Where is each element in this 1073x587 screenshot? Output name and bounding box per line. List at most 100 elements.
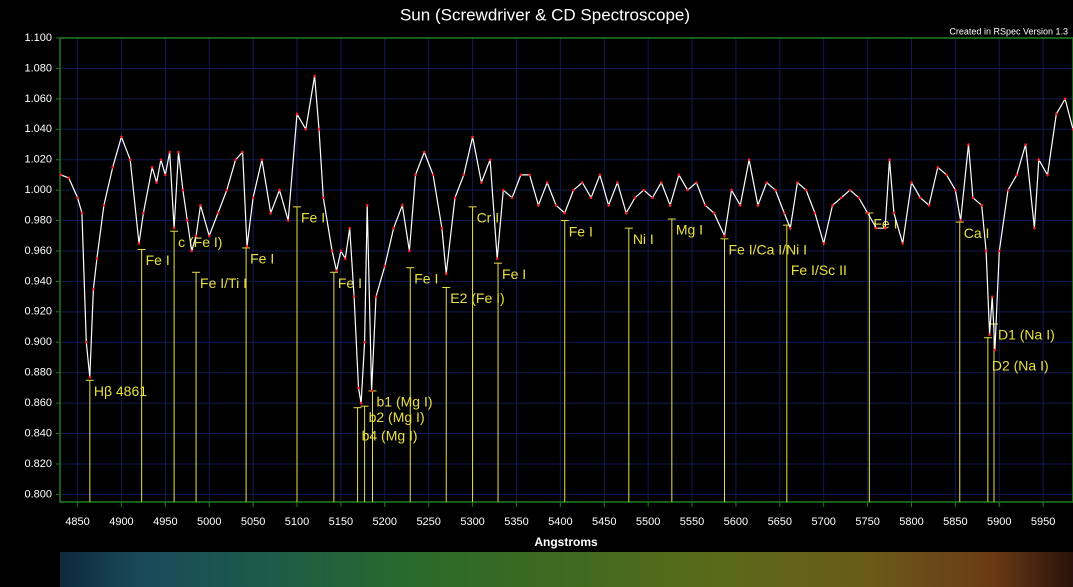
data-point xyxy=(747,158,751,162)
x-tick-label: 5750 xyxy=(855,516,879,528)
y-tick-label: 0.980 xyxy=(24,214,52,226)
data-point xyxy=(348,226,351,230)
x-tick-label: 4850 xyxy=(65,516,89,528)
data-point xyxy=(918,196,922,200)
data-point xyxy=(168,150,172,154)
y-tick-label: 0.880 xyxy=(24,367,52,379)
data-point xyxy=(207,234,211,238)
data-point xyxy=(343,257,347,260)
x-tick-label: 5300 xyxy=(460,516,484,528)
data-point xyxy=(888,158,891,162)
annotation-label: Ca I xyxy=(964,225,990,241)
data-point xyxy=(322,196,325,200)
data-point xyxy=(142,211,145,215)
data-point xyxy=(120,135,123,139)
y-tick-label: 0.960 xyxy=(24,245,52,257)
data-point xyxy=(85,340,88,344)
x-tick-label: 5500 xyxy=(636,516,660,528)
y-tick-label: 1.000 xyxy=(24,184,52,196)
annotation-label: Fe I/Ti I xyxy=(200,275,247,291)
data-point xyxy=(1037,158,1041,162)
data-point xyxy=(260,158,264,162)
data-point xyxy=(67,176,71,180)
annotation-label: E2 (Fe I) xyxy=(450,290,504,306)
x-tick-label: 4900 xyxy=(109,516,133,528)
data-point xyxy=(462,173,466,177)
data-point xyxy=(633,196,637,200)
annotation-label: Fe I xyxy=(146,252,170,268)
grid xyxy=(60,37,1073,502)
data-point xyxy=(537,204,540,207)
data-point xyxy=(651,196,654,200)
data-point xyxy=(927,204,931,207)
y-tick-label: 0.800 xyxy=(24,488,52,500)
data-point xyxy=(616,181,619,184)
data-point xyxy=(304,127,308,131)
data-point xyxy=(401,204,404,207)
data-point xyxy=(359,401,363,405)
data-point xyxy=(883,226,887,230)
data-point xyxy=(910,181,913,184)
data-point xyxy=(128,158,132,162)
x-axis-label: Angstroms xyxy=(534,535,598,549)
data-point xyxy=(278,188,281,192)
annotation-label: Fe I xyxy=(502,266,526,282)
data-point xyxy=(695,181,698,184)
data-point xyxy=(839,196,843,200)
data-point xyxy=(159,158,163,162)
data-point xyxy=(357,386,360,390)
y-tick-label: 0.840 xyxy=(24,427,52,439)
data-point xyxy=(339,249,343,253)
annotation-label: Hβ 4861 xyxy=(94,383,147,399)
data-point xyxy=(374,295,378,298)
x-tick-label: 5150 xyxy=(329,516,353,528)
data-point xyxy=(177,150,180,154)
data-point xyxy=(92,287,95,291)
data-point xyxy=(510,196,514,200)
data-point xyxy=(59,173,63,177)
data-point xyxy=(589,196,593,200)
data-point xyxy=(945,173,948,177)
data-point xyxy=(216,211,220,215)
data-point xyxy=(370,389,373,393)
data-point xyxy=(365,204,369,207)
x-tick-label: 4950 xyxy=(153,516,177,528)
annotation-label: D1 (Na I) xyxy=(998,327,1055,343)
data-point xyxy=(241,150,244,154)
data-point xyxy=(286,219,290,222)
data-point xyxy=(984,249,988,253)
data-point xyxy=(624,211,628,215)
data-point xyxy=(997,249,1001,253)
data-point xyxy=(990,295,994,298)
x-tick-label: 5200 xyxy=(373,516,397,528)
annotation-label: Fe I xyxy=(301,210,325,226)
data-point xyxy=(102,204,106,207)
x-tick-label: 5550 xyxy=(680,516,704,528)
data-point xyxy=(528,173,531,177)
data-point xyxy=(352,295,356,298)
data-point xyxy=(1015,173,1019,177)
x-tick-label: 5900 xyxy=(987,516,1011,528)
data-point xyxy=(607,204,610,207)
data-point xyxy=(774,188,777,192)
data-point xyxy=(431,173,435,177)
data-point xyxy=(150,166,154,169)
data-point xyxy=(488,158,492,162)
data-point xyxy=(172,226,176,230)
data-point xyxy=(598,173,602,177)
data-point xyxy=(959,219,962,222)
data-point xyxy=(164,173,167,177)
x-tick-label: 5950 xyxy=(1031,516,1055,528)
x-tick-label: 5450 xyxy=(592,516,616,528)
data-point xyxy=(875,226,878,230)
data-point xyxy=(668,204,672,207)
data-point xyxy=(866,211,869,215)
data-point xyxy=(723,234,726,238)
annotation-label: Fe I/Sc II xyxy=(791,262,847,278)
x-tick-label: 5100 xyxy=(285,516,309,528)
axes: 0.800 0.820 0.840 0.860 0.880 0.900 0.920 0.940… xyxy=(24,32,1055,528)
data-point xyxy=(1006,188,1010,192)
data-point xyxy=(471,135,474,139)
data-point xyxy=(980,204,984,207)
